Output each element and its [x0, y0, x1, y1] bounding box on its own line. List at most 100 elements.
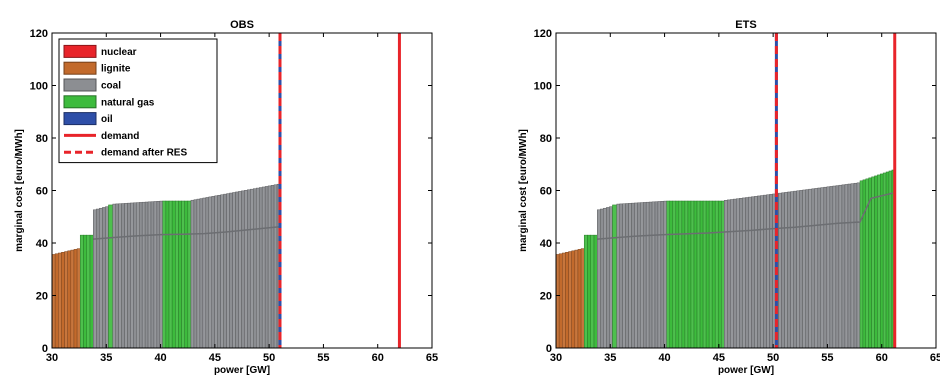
bar-lignite	[565, 252, 569, 349]
bar-coal	[190, 199, 195, 349]
bar-coal	[793, 190, 797, 349]
bar-natural-gas	[717, 200, 722, 349]
y-axis-label: marginal cost [euro/MWh]	[14, 129, 25, 252]
bar-coal	[651, 201, 656, 349]
bar-coal	[823, 186, 828, 349]
inner-cost-line	[597, 192, 893, 240]
bar-coal	[150, 201, 155, 349]
bar-natural-gas	[708, 200, 713, 349]
x-axis-label: power [GW]	[214, 365, 270, 376]
bar-coal	[121, 203, 125, 349]
y-tick-label: 120	[30, 28, 48, 40]
bar-coal	[193, 199, 198, 349]
bar-natural-gas	[882, 172, 887, 349]
bar-coal	[817, 187, 822, 349]
bar-coal	[264, 186, 269, 349]
x-tick-label: 40	[658, 352, 670, 364]
x-tick-label: 55	[821, 352, 833, 364]
bar-coal	[217, 194, 221, 349]
x-tick-label: 35	[100, 352, 112, 364]
bar-natural-gas	[168, 200, 173, 349]
bar-coal	[220, 194, 224, 349]
bar-coal	[93, 209, 97, 349]
bar-coal	[609, 206, 613, 349]
bar-coal	[814, 188, 819, 349]
bar-coal	[136, 202, 140, 349]
bar-coal	[730, 199, 734, 349]
y-tick-label: 80	[540, 133, 552, 145]
bar-natural-gas	[89, 234, 94, 349]
bar-coal	[130, 202, 134, 349]
bar-natural-gas	[108, 204, 114, 349]
bar-coal	[847, 183, 852, 349]
bar-natural-gas	[171, 200, 176, 349]
bar-coal	[156, 201, 161, 349]
bar-natural-gas	[871, 176, 875, 349]
bar-natural-gas	[593, 234, 598, 349]
bar-natural-gas	[702, 200, 707, 349]
bar-natural-gas	[690, 200, 695, 349]
bar-coal	[133, 202, 137, 349]
x-tick-label: 45	[209, 352, 221, 364]
bar-lignite	[67, 250, 72, 349]
bar-lignite	[562, 252, 566, 349]
bar-coal	[235, 191, 239, 349]
legend-label: demand	[101, 131, 139, 142]
bar-natural-gas	[714, 200, 719, 349]
bar-natural-gas	[675, 200, 680, 349]
bar-coal	[751, 196, 755, 349]
bar-coal	[229, 192, 233, 349]
y-tick-label: 60	[36, 186, 48, 198]
y-tick-label: 20	[540, 291, 552, 303]
bar-lignite	[76, 248, 81, 349]
bar-natural-gas	[711, 200, 716, 349]
y-tick-label: 60	[540, 186, 552, 198]
chart-ets: 30 35 40 45 50 55 60 65 0 20 40 60 80 100 120 ETS power …	[518, 19, 940, 376]
bar-coal	[99, 207, 103, 349]
bar-natural-gas	[681, 200, 686, 349]
bar-coal	[760, 195, 764, 349]
bar-coal	[250, 188, 254, 349]
bar-natural-gas	[178, 200, 182, 349]
bar-coal	[832, 185, 837, 349]
bar-lignite	[61, 252, 65, 349]
legend-label: nuclear	[101, 47, 137, 58]
legend-label: oil	[101, 114, 113, 125]
bar-coal	[267, 185, 272, 349]
bar-natural-gas	[184, 200, 189, 349]
legend-label: lignite	[101, 64, 131, 75]
bar-natural-gas	[678, 200, 683, 349]
bar-coal	[757, 195, 761, 349]
bar-coal	[258, 187, 263, 349]
x-tick-label: 35	[604, 352, 616, 364]
bar-natural-gas	[699, 200, 704, 349]
x-tick-label: 60	[876, 352, 888, 364]
bar-coal	[634, 202, 638, 349]
bar-coal	[841, 184, 846, 349]
bar-coal	[232, 192, 236, 349]
bar-coal	[202, 197, 207, 349]
bar-coal	[199, 198, 204, 349]
bar-coal	[742, 197, 746, 349]
bar-coal	[147, 201, 152, 349]
y-tick-label: 0	[42, 343, 48, 355]
bar-coal	[138, 202, 143, 349]
bar-coal	[208, 196, 212, 349]
bar-coal	[597, 209, 601, 349]
bar-natural-gas	[721, 200, 725, 349]
bar-coal	[205, 197, 210, 349]
legend-swatch-oil	[63, 112, 97, 126]
y-tick-label: 100	[30, 81, 48, 93]
x-tick-label: 30	[46, 352, 58, 364]
x-axis-label: power [GW]	[718, 365, 774, 376]
y-tick-label: 20	[36, 291, 48, 303]
bar-natural-gas	[175, 200, 179, 349]
legend-swatch-coal	[63, 78, 97, 92]
bar-coal	[631, 202, 635, 349]
bar-coal	[606, 207, 610, 349]
bar-coal	[660, 201, 665, 349]
bar-coal	[648, 201, 653, 349]
bar-natural-gas	[83, 234, 87, 349]
legend-label: natural gas	[101, 97, 155, 108]
